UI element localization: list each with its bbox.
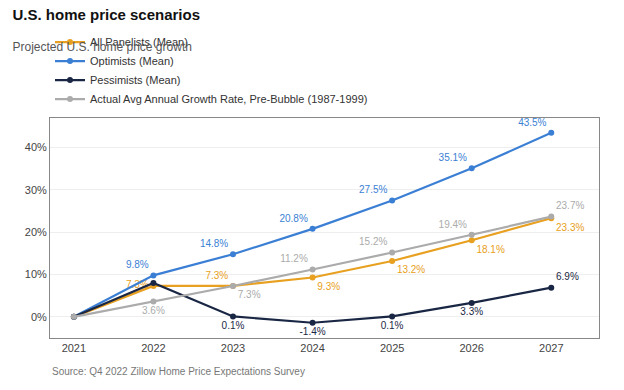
svg-text:Pessimists (Mean): Pessimists (Mean) bbox=[90, 74, 180, 86]
svg-text:0%: 0% bbox=[31, 311, 47, 323]
svg-text:35.1%: 35.1% bbox=[439, 152, 467, 163]
svg-text:19.4%: 19.4% bbox=[439, 219, 467, 230]
svg-text:11.2%: 11.2% bbox=[280, 253, 308, 264]
svg-text:13.2%: 13.2% bbox=[397, 264, 425, 275]
svg-text:All Panelists (Mean): All Panelists (Mean) bbox=[90, 36, 188, 48]
svg-text:Actual Avg Annual Growth Rate,: Actual Avg Annual Growth Rate, Pre-Bubbl… bbox=[90, 93, 367, 105]
svg-text:Source: Q4 2022 Zillow Home Pr: Source: Q4 2022 Zillow Home Price Expect… bbox=[52, 366, 305, 377]
svg-text:20%: 20% bbox=[25, 226, 47, 238]
svg-text:-1.4%: -1.4% bbox=[300, 326, 326, 337]
svg-text:0.1%: 0.1% bbox=[222, 320, 245, 331]
svg-text:2023: 2023 bbox=[221, 342, 245, 354]
svg-text:6.9%: 6.9% bbox=[556, 271, 579, 282]
svg-text:2026: 2026 bbox=[459, 342, 483, 354]
svg-text:30%: 30% bbox=[25, 184, 47, 196]
svg-text:3.6%: 3.6% bbox=[142, 305, 165, 316]
svg-text:9.3%: 9.3% bbox=[317, 281, 340, 292]
svg-text:7.3%: 7.3% bbox=[126, 279, 149, 290]
svg-text:40%: 40% bbox=[25, 141, 47, 153]
svg-text:2021: 2021 bbox=[62, 342, 86, 354]
svg-text:10%: 10% bbox=[25, 268, 47, 280]
svg-text:2024: 2024 bbox=[300, 342, 324, 354]
svg-text:23.3%: 23.3% bbox=[556, 222, 584, 233]
svg-text:Optimists (Mean): Optimists (Mean) bbox=[90, 55, 174, 67]
svg-text:43.5%: 43.5% bbox=[518, 117, 546, 128]
svg-text:0.1%: 0.1% bbox=[381, 320, 404, 331]
svg-text:U.S. home price scenarios: U.S. home price scenarios bbox=[12, 6, 200, 23]
svg-text:9.8%: 9.8% bbox=[126, 259, 149, 270]
svg-text:27.5%: 27.5% bbox=[359, 184, 387, 195]
svg-text:3.3%: 3.3% bbox=[460, 306, 483, 317]
svg-text:18.1%: 18.1% bbox=[476, 244, 504, 255]
svg-text:7.3%: 7.3% bbox=[238, 289, 261, 300]
svg-text:2022: 2022 bbox=[141, 342, 165, 354]
svg-text:14.8%: 14.8% bbox=[200, 238, 228, 249]
svg-text:20.8%: 20.8% bbox=[279, 213, 307, 224]
svg-text:2027: 2027 bbox=[539, 342, 563, 354]
svg-text:15.2%: 15.2% bbox=[359, 236, 387, 247]
svg-text:7.3%: 7.3% bbox=[205, 270, 228, 281]
svg-text:23.7%: 23.7% bbox=[556, 200, 584, 211]
svg-text:Projected U.S. home price grow: Projected U.S. home price growth bbox=[12, 40, 191, 54]
svg-text:2025: 2025 bbox=[380, 342, 404, 354]
